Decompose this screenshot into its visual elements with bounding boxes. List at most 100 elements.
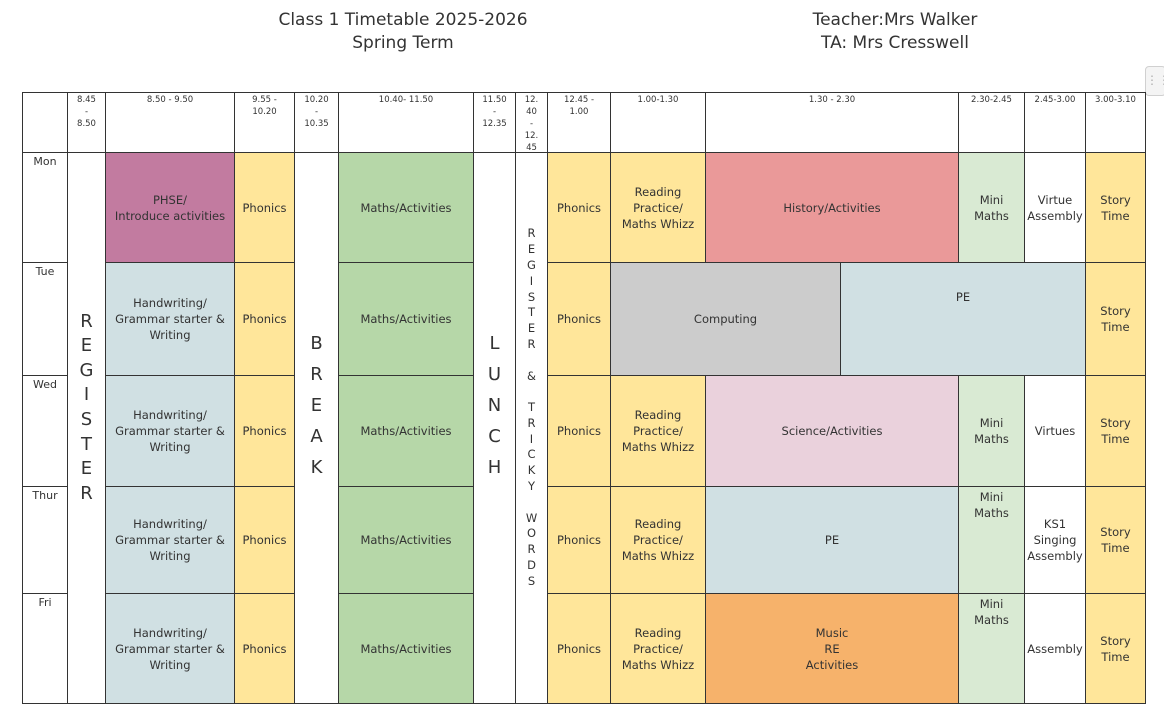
lesson-wed-assembly[interactable]: Virtues: [1024, 375, 1086, 487]
title-line-2: Spring Term: [352, 33, 454, 53]
title-line-1: Class 1 Timetable 2025-2026: [278, 10, 528, 30]
lesson-wed-mini-maths-label: Mini Maths: [974, 416, 1009, 446]
lesson-thu-reading-label: Reading Practice/ Maths Whizz: [621, 517, 695, 563]
lesson-mon-story-time[interactable]: Story Time: [1085, 152, 1146, 263]
lesson-thu-reading[interactable]: Reading Practice/ Maths Whizz: [610, 486, 706, 594]
lesson-thu-assembly[interactable]: KS1 Singing Assembly: [1024, 486, 1086, 594]
time-header-2-label: 8.50 - 9.50: [146, 95, 194, 105]
time-header-12[interactable]: 2.45-3.00: [1024, 92, 1086, 153]
lesson-fri-reading[interactable]: Reading Practice/ Maths Whizz: [610, 593, 706, 704]
lesson-wed-afternoon-label: Science/Activities: [781, 424, 883, 438]
lesson-thu-mini-maths[interactable]: Mini Maths: [958, 486, 1025, 594]
time-header-6[interactable]: 11.50 - 12.35: [473, 92, 516, 153]
time-header-9[interactable]: 1.00-1.30: [610, 92, 706, 153]
lesson-wed-maths[interactable]: Maths/Activities: [338, 375, 474, 487]
lesson-mon-phonics[interactable]: Phonics: [234, 152, 295, 263]
time-header-5[interactable]: 10.40- 11.50: [338, 92, 474, 153]
lesson-wed-phonics-2[interactable]: Phonics: [547, 375, 611, 487]
lesson-wed-story-time-label: Story Time: [1100, 416, 1131, 446]
time-header-13[interactable]: 3.00-3.10: [1085, 92, 1146, 153]
lesson-wed-phonics-2-label: Phonics: [556, 424, 602, 438]
lesson-wed-morning[interactable]: Handwriting/ Grammar starter & Writing: [105, 375, 235, 487]
lesson-fri-assembly[interactable]: Assembly: [1024, 593, 1086, 704]
lesson-fri-maths[interactable]: Maths/Activities: [338, 593, 474, 704]
lesson-wed-reading[interactable]: Reading Practice/ Maths Whizz: [610, 375, 706, 487]
lesson-fri-story-time[interactable]: Story Time: [1085, 593, 1146, 704]
lesson-wed-assembly-label: Virtues: [1034, 424, 1076, 438]
lesson-mon-phonics-2[interactable]: Phonics: [547, 152, 611, 263]
lesson-wed-morning-label: Handwriting/ Grammar starter & Writing: [115, 408, 225, 454]
lesson-tue-phonics-2[interactable]: Phonics: [547, 262, 611, 376]
time-header-8-label: 12.45 - 1.00: [563, 95, 595, 117]
register-column[interactable]: R E G I S T E R: [67, 152, 106, 704]
lesson-thu-phonics[interactable]: Phonics: [234, 486, 295, 594]
lesson-thu-afternoon[interactable]: PE: [705, 486, 959, 594]
ta-name: TA: Mrs Cresswell: [821, 33, 969, 53]
lesson-fri-phonics[interactable]: Phonics: [234, 593, 295, 704]
lesson-thu-phonics-2[interactable]: Phonics: [547, 486, 611, 594]
lesson-mon-morning[interactable]: PHSE/ Introduce activities: [105, 152, 235, 263]
day-label-tue[interactable]: Tue: [22, 262, 68, 376]
time-header-8[interactable]: 12.45 - 1.00: [547, 92, 611, 153]
lesson-wed-story-time[interactable]: Story Time: [1085, 375, 1146, 487]
time-header-4[interactable]: 10.20 - 10.35: [294, 92, 339, 153]
lesson-mon-reading[interactable]: Reading Practice/ Maths Whizz: [610, 152, 706, 263]
break-column[interactable]: B R E A K: [294, 152, 339, 704]
lesson-tue-phonics[interactable]: Phonics: [234, 262, 295, 376]
time-header-7[interactable]: 12. 40 - 12. 45: [515, 92, 548, 153]
lesson-tue-computing[interactable]: Computing: [610, 262, 841, 376]
day-label-tue-label: Tue: [35, 265, 55, 278]
time-header-2[interactable]: 8.50 - 9.50: [105, 92, 235, 153]
lesson-mon-mini-maths-label: Mini Maths: [974, 192, 1009, 223]
lesson-thu-story-time[interactable]: Story Time: [1085, 486, 1146, 594]
lesson-fri-phonics-2[interactable]: Phonics: [547, 593, 611, 704]
lesson-wed-afternoon[interactable]: Science/Activities: [705, 375, 959, 487]
lunch-column-label: L U N C H: [487, 332, 502, 478]
register-tricky-words-column-label: R E G I S T E R & T R I C K Y W O R D S: [525, 226, 538, 588]
time-header-9-label: 1.00-1.30: [637, 95, 679, 105]
day-label-wed[interactable]: Wed: [22, 375, 68, 487]
lesson-thu-story-time-label: Story Time: [1100, 525, 1131, 555]
lesson-tue-story-time[interactable]: Story Time: [1085, 262, 1146, 376]
lesson-thu-maths[interactable]: Maths/Activities: [338, 486, 474, 594]
lunch-column[interactable]: L U N C H: [473, 152, 516, 704]
lesson-fri-reading-label: Reading Practice/ Maths Whizz: [621, 625, 695, 672]
lesson-mon-maths[interactable]: Maths/Activities: [338, 152, 474, 263]
lesson-thu-morning[interactable]: Handwriting/ Grammar starter & Writing: [105, 486, 235, 594]
time-header-0[interactable]: [22, 92, 68, 153]
day-label-thu[interactable]: Thur: [22, 486, 68, 594]
day-label-mon[interactable]: Mon: [22, 152, 68, 263]
lesson-wed-mini-maths[interactable]: Mini Maths: [958, 375, 1025, 487]
time-header-7-label: 12. 40 - 12. 45: [524, 95, 539, 153]
time-header-10[interactable]: 1.30 - 2.30: [705, 92, 959, 153]
lesson-tue-maths[interactable]: Maths/Activities: [338, 262, 474, 376]
lesson-mon-assembly[interactable]: Virtue Assembly: [1024, 152, 1086, 263]
lesson-thu-afternoon-label: PE: [824, 533, 840, 547]
lesson-wed-phonics-label: Phonics: [242, 424, 287, 438]
time-header-1[interactable]: 8.45 - 8.50: [67, 92, 106, 153]
lesson-wed-phonics[interactable]: Phonics: [234, 375, 295, 487]
lesson-fri-morning[interactable]: Handwriting/ Grammar starter & Writing: [105, 593, 235, 704]
lesson-mon-mini-maths[interactable]: Mini Maths: [958, 152, 1025, 263]
lesson-mon-maths-label: Maths/Activities: [360, 200, 452, 215]
lesson-mon-afternoon[interactable]: History/Activities: [705, 152, 959, 263]
lesson-fri-mini-maths[interactable]: Mini Maths: [958, 593, 1025, 704]
lesson-fri-mini-maths-label: Mini Maths: [974, 597, 1009, 627]
lesson-mon-assembly-label: Virtue Assembly: [1027, 192, 1083, 223]
register-column-label: R E G I S T E R: [79, 310, 94, 504]
time-header-11-label: 2.30-2.45: [971, 95, 1012, 105]
day-label-mon-label: Mon: [33, 155, 57, 168]
drag-handle-icon[interactable]: ⋮⋮: [1145, 66, 1164, 96]
lesson-mon-morning-label: PHSE/ Introduce activities: [114, 192, 226, 223]
lesson-tue-morning[interactable]: Handwriting/ Grammar starter & Writing: [105, 262, 235, 376]
lesson-tue-computing-label: Computing: [693, 312, 758, 326]
lesson-fri-maths-label: Maths/Activities: [360, 641, 452, 656]
time-header-3[interactable]: 9.55 - 10.20: [234, 92, 295, 153]
lesson-tue-maths-label: Maths/Activities: [360, 312, 452, 326]
register-tricky-words-column[interactable]: R E G I S T E R & T R I C K Y W O R D S: [515, 152, 548, 704]
lesson-tue-pe[interactable]: PE: [840, 262, 1086, 376]
day-label-fri[interactable]: Fri: [22, 593, 68, 704]
time-header-11[interactable]: 2.30-2.45: [958, 92, 1025, 153]
lesson-fri-morning-label: Handwriting/ Grammar starter & Writing: [115, 625, 225, 672]
lesson-fri-afternoon[interactable]: Music RE Activities: [705, 593, 959, 704]
